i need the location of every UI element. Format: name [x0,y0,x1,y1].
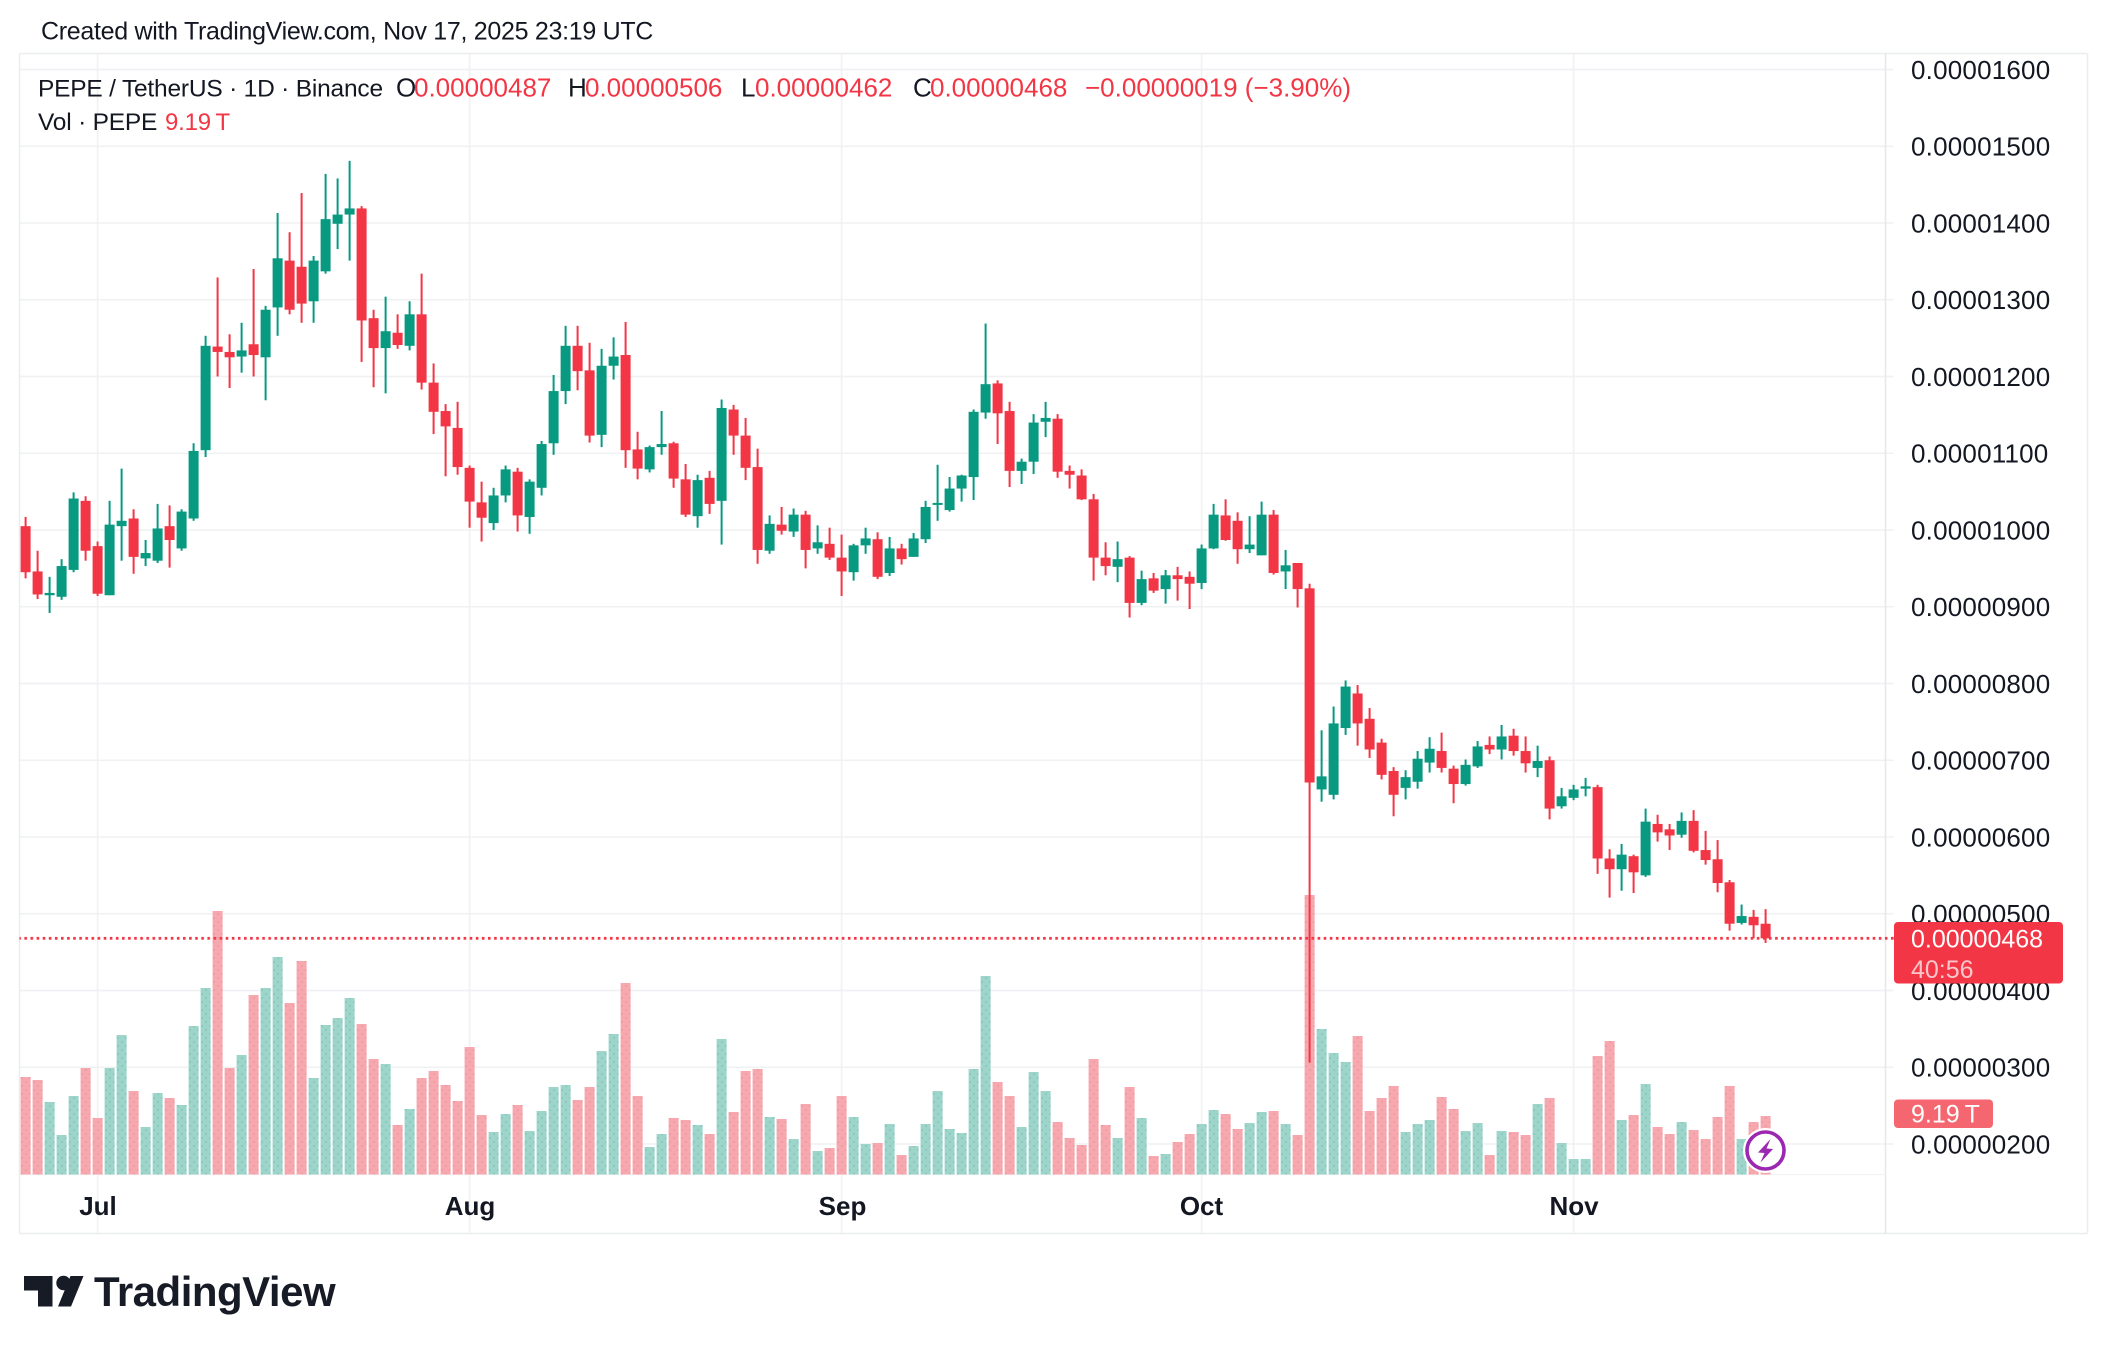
svg-text:0.00001300: 0.00001300 [1911,285,2050,315]
svg-text:Created with TradingView.com,: Created with TradingView.com, Nov 17, 20… [41,17,653,45]
svg-text:Jul: Jul [79,1191,117,1221]
svg-text:PEPE / TetherUS · 1D · Binance: PEPE / TetherUS · 1D · Binance [38,76,383,103]
svg-text:0.00001100: 0.00001100 [1911,439,2048,469]
svg-text:TradingView: TradingView [94,1268,336,1315]
svg-text:Aug: Aug [445,1191,496,1221]
svg-text:0.00000800: 0.00000800 [1911,669,2050,699]
svg-text:0.00001200: 0.00001200 [1911,362,2050,392]
svg-text:Sep: Sep [819,1191,867,1221]
svg-text:0.00001400: 0.00001400 [1911,208,2050,238]
svg-text:0.00000700: 0.00000700 [1911,746,2050,776]
svg-text:0.00000600: 0.00000600 [1911,822,2050,852]
svg-text:0.00001600: 0.00001600 [1911,55,2050,85]
svg-text:9.19 T: 9.19 T [1911,1100,1980,1128]
svg-text:0.00000200: 0.00000200 [1911,1129,2050,1159]
svg-text:0.00000468: 0.00000468 [1911,925,2043,953]
svg-text:0.00000900: 0.00000900 [1911,592,2050,622]
svg-text:40:56: 40:56 [1911,956,1974,984]
svg-text:Nov: Nov [1549,1191,1599,1221]
svg-text:0.00001000: 0.00001000 [1911,515,2050,545]
svg-text:0.00000300: 0.00000300 [1911,1053,2050,1083]
svg-text:0.00001500: 0.00001500 [1911,132,2050,162]
svg-text:Oct: Oct [1180,1191,1224,1221]
